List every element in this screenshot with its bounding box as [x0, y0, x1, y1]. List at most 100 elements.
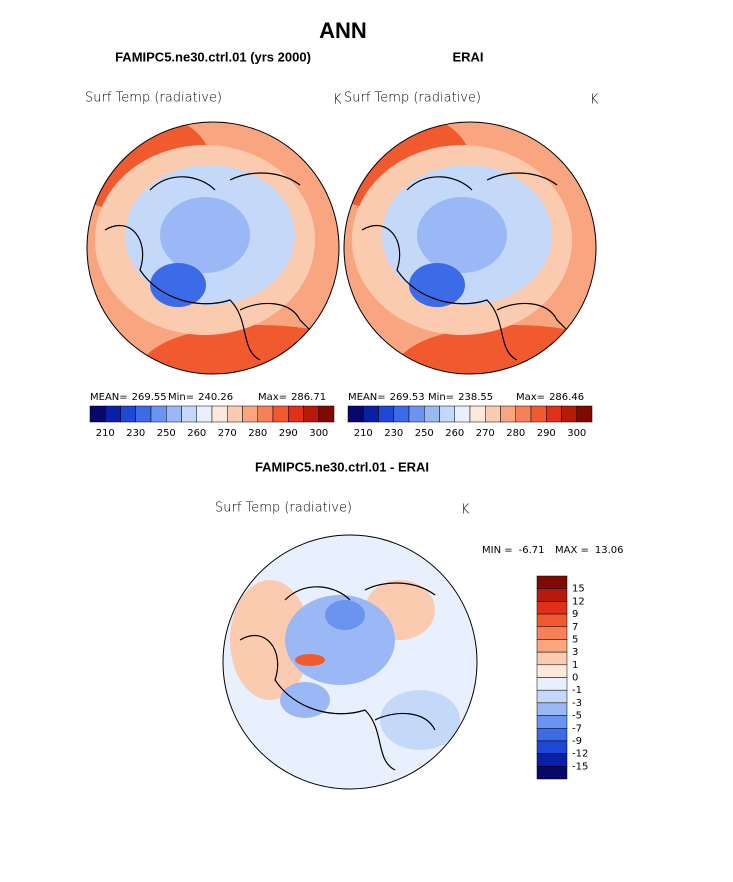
colorbar-box: [424, 405, 440, 423]
colorbar-box: [536, 702, 568, 716]
colorbar-label: -9: [572, 736, 582, 747]
colorbar-box: [150, 405, 167, 423]
colorbar-box: [120, 405, 136, 423]
stat-value: 286.71: [291, 392, 326, 403]
colorbar-label: 260: [445, 428, 464, 439]
colorbar-box: [546, 405, 562, 423]
colorbar-label: 290: [279, 428, 298, 439]
colorbar-box: [393, 405, 410, 423]
colorbar-box: [378, 405, 394, 423]
colorbar-label: 250: [415, 428, 434, 439]
stat-label: MIN =: [482, 545, 513, 556]
units-label: K: [461, 503, 470, 518]
stat-value: 269.53: [390, 392, 425, 403]
stat-value: 286.46: [549, 392, 584, 403]
colorbar-label: 9: [572, 609, 578, 620]
colorbar-label: 280: [506, 428, 525, 439]
colorbar-box: [576, 405, 593, 423]
variable-label: Surf Temp (radiative): [85, 91, 222, 106]
colorbar-label: 230: [384, 428, 403, 439]
colorbar-box: [536, 626, 568, 640]
colorbar-box: [363, 405, 379, 423]
colorbar-box: [257, 405, 274, 423]
colorbar-box: [536, 575, 568, 589]
colorbar-box: [485, 405, 501, 423]
colorbar-box: [227, 405, 243, 423]
map-border: [222, 534, 478, 790]
colorbar-box: [166, 405, 182, 423]
colorbar-label: 210: [96, 428, 115, 439]
colorbar-label: 260: [187, 428, 206, 439]
colorbar-box: [536, 753, 568, 767]
colorbar-box: [89, 405, 106, 423]
panel-title: FAMIPC5.ne30.ctrl.01 - ERAI: [255, 459, 429, 474]
units-label: K: [590, 93, 599, 108]
colorbar-box: [469, 405, 486, 423]
colorbar-label: 0: [572, 673, 578, 684]
colorbar-label: 230: [126, 428, 145, 439]
colorbar-label: 300: [309, 428, 328, 439]
colorbar-label: 280: [248, 428, 267, 439]
stat-value: 238.55: [458, 392, 493, 403]
colorbar-label: -15: [572, 761, 588, 772]
colorbar-label: 7: [572, 622, 578, 633]
units-label: K: [333, 93, 342, 108]
stat: Min= 238.55: [428, 392, 493, 403]
stat-label: Max=: [258, 392, 287, 403]
colorbar-box: [105, 405, 121, 423]
colorbar-box: [242, 405, 258, 423]
colorbar-label: 15: [572, 584, 585, 595]
stat-value: 13.06: [595, 545, 624, 556]
stat: MEAN= 269.53: [348, 392, 425, 403]
colorbar-box: [536, 689, 568, 704]
colorbar-box: [500, 405, 516, 423]
variable-label: Surf Temp (radiative): [215, 501, 352, 516]
colorbar-box: [347, 405, 364, 423]
stat: Max= 286.71: [258, 392, 326, 403]
stat-label: MEAN=: [348, 392, 386, 403]
stat-label: Min=: [428, 392, 454, 403]
map: [87, 122, 339, 374]
colorbar-box: [439, 405, 455, 423]
colorbar-box: [536, 588, 568, 602]
colorbar-label: 270: [218, 428, 237, 439]
colorbar-label: 3: [572, 647, 578, 658]
colorbar-box: [536, 664, 568, 678]
colorbar-label: -1: [572, 685, 582, 696]
colorbar-box: [536, 677, 568, 691]
colorbar-label: -5: [572, 711, 582, 722]
colorbar-label: 1: [572, 660, 578, 671]
map: [344, 122, 596, 374]
panel-title: ERAI: [452, 49, 483, 64]
colorbar-box: [561, 405, 577, 423]
colorbar-box: [211, 405, 228, 423]
colorbar-box: [536, 728, 568, 742]
colorbar-box: [536, 740, 568, 754]
colorbar-box: [454, 405, 471, 423]
colorbar-box: [196, 405, 213, 423]
variable-label: Surf Temp (radiative): [344, 91, 481, 106]
map: [223, 535, 477, 789]
colorbar-box: [536, 613, 568, 627]
colorbar-box: [536, 715, 568, 729]
map-border: [86, 121, 340, 375]
stat-label: MAX =: [555, 545, 589, 556]
colorbar-label: 5: [572, 634, 578, 645]
colorbar-box: [530, 405, 547, 423]
colorbar-label: -3: [572, 698, 582, 709]
figure-title: ANN: [319, 18, 367, 43]
colorbar-box: [536, 639, 568, 653]
colorbar-box: [515, 405, 532, 423]
colorbar-label: -12: [572, 749, 588, 760]
colorbar-label: 270: [476, 428, 495, 439]
colorbar-label: 210: [354, 428, 373, 439]
colorbar-box: [536, 601, 568, 615]
stat-label: MEAN=: [90, 392, 128, 403]
stat-value: -6.71: [519, 545, 545, 556]
colorbar-label: 290: [537, 428, 556, 439]
stat: MAX = 13.06: [555, 545, 624, 556]
stat: Min= 240.26: [168, 392, 233, 403]
colorbar-box: [272, 405, 289, 423]
